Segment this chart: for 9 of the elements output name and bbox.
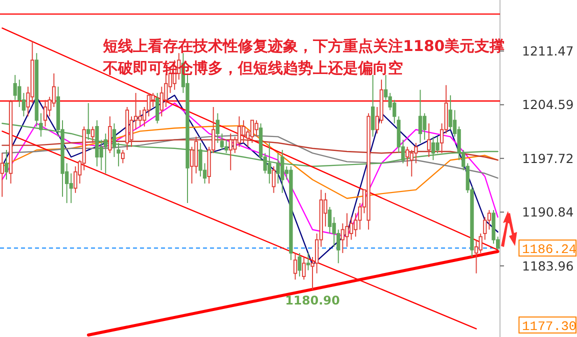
- text: 1177.30: [522, 319, 577, 334]
- y-tick-label: 1183.96: [522, 258, 574, 274]
- y-tick-label: 1204.59: [522, 97, 574, 112]
- ref-line-label: 1186.24: [522, 242, 577, 258]
- text: 短线上看存在技术性修复迹象，下方重点关注1180美元支撑: [102, 37, 505, 55]
- annotation: 1180.90: [285, 294, 340, 308]
- y-tick-label: 1197.72: [522, 150, 574, 166]
- y-tick-label: 1211.47: [522, 44, 574, 58]
- y-tick-label: 1190.84: [522, 204, 574, 220]
